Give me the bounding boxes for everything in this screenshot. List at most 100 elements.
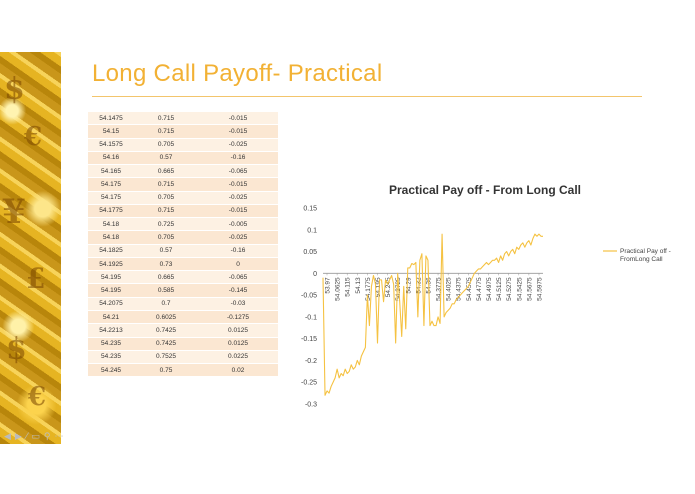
x-tick-label: 54.1775 (365, 277, 372, 301)
table-cell: 0.02 (198, 363, 278, 378)
table-cell: -0.16 (198, 151, 278, 166)
x-tick-label: 54.4025 (446, 277, 453, 301)
table-cell: 54.195 (88, 283, 134, 298)
table-cell: 0.7 (134, 297, 198, 311)
table-cell: 54.175 (88, 191, 134, 205)
table-cell: 0.705 (134, 230, 198, 245)
x-tick-label: 54.4775 (476, 277, 483, 301)
slideshow-control-icon[interactable]: ◀ (4, 432, 11, 442)
table-row: 54.195 0.665 -0.065 (88, 270, 278, 285)
table-cell: -0.03 (198, 297, 278, 311)
table-cell: 54.2075 (88, 297, 134, 311)
table-row: 54.175 0.715 -0.015 (88, 177, 278, 192)
y-tick-label: -0.3 (305, 402, 317, 409)
x-tick-label: 54.4375 (456, 277, 463, 301)
x-tick-label: 54.195 (375, 277, 382, 297)
x-tick-label: 54.5675 (526, 277, 533, 301)
dollar-symbol-decoration: $ (4, 72, 25, 107)
table-cell: 0.715 (134, 112, 198, 126)
x-tick-label: 54.5275 (506, 277, 513, 301)
table-cell: -0.015 (198, 177, 278, 192)
x-tick-label: 54.0625 (335, 277, 342, 301)
y-tick-label: 0.05 (303, 249, 317, 256)
y-tick-label: 0.1 (307, 227, 317, 234)
x-tick-label: 54.13 (355, 277, 362, 294)
table-cell: 54.2213 (88, 323, 134, 338)
x-tick-label: 54.3775 (436, 277, 443, 301)
table-cell: 54.18 (88, 230, 134, 245)
table-cell: 54.1475 (88, 112, 134, 126)
table-cell: 54.1925 (88, 257, 134, 272)
table-cell: 54.21 (88, 310, 134, 325)
table-cell: 0.725 (134, 217, 198, 232)
table-row: 54.1925 0.73 0 (88, 257, 278, 272)
table-cell: -0.025 (198, 191, 278, 205)
table-cell: -0.015 (198, 124, 278, 139)
euro-symbol-decoration: € (28, 382, 47, 412)
table-row: 54.235 0.7425 0.0125 (88, 337, 278, 351)
table-cell: 0.715 (134, 124, 198, 139)
table-row: 54.21 0.6025 -0.1275 (88, 310, 278, 325)
table-row: 54.1475 0.715 -0.015 (88, 112, 278, 126)
table-cell: 0.705 (134, 138, 198, 152)
table-row: 54.1575 0.705 -0.025 (88, 138, 278, 152)
table-cell: -0.065 (198, 164, 278, 179)
y-tick-label: 0.15 (303, 206, 317, 213)
table-cell: -0.015 (198, 112, 278, 126)
x-tick-label: 54.5125 (496, 277, 503, 301)
y-tick-label: -0.2 (305, 358, 317, 365)
table-cell: 0.57 (134, 244, 198, 258)
table-cell: 0.705 (134, 191, 198, 205)
table-cell: 0.665 (134, 164, 198, 179)
chart-title: Practical Pay off - From Long Call (389, 183, 581, 197)
euro-symbol-decoration: € (24, 122, 43, 152)
table-cell: 0.0225 (198, 350, 278, 365)
table-cell: 54.15 (88, 124, 134, 139)
table-cell: 0.0125 (198, 337, 278, 351)
table-cell: 0.75 (134, 363, 198, 378)
title-underline (92, 96, 642, 97)
table-cell: 0.715 (134, 204, 198, 219)
y-tick-label: -0.25 (301, 380, 317, 387)
table-cell: 0.665 (134, 270, 198, 285)
payoff-line-chart: Practical Pay off - From Long Call 0.15 0.… (301, 183, 671, 409)
table-row: 54.175 0.705 -0.025 (88, 191, 278, 205)
table-cell: 54.1775 (88, 204, 134, 219)
table-cell: 54.175 (88, 177, 134, 192)
table-cell: 0.6025 (134, 310, 198, 325)
table-row: 54.245 0.75 0.02 (88, 363, 278, 378)
series-line (322, 233, 543, 396)
x-tick-label: 54.5975 (537, 277, 544, 301)
x-tick-label: 54.29 (405, 277, 412, 294)
table-cell: 54.165 (88, 164, 134, 179)
table-cell: 0.7425 (134, 323, 198, 338)
table-row: 54.16 0.57 -0.16 (88, 151, 278, 166)
table-cell: -0.145 (198, 283, 278, 298)
slideshow-control-icon[interactable]: ⚲ (43, 432, 51, 442)
table-cell: 54.1575 (88, 138, 134, 152)
x-tick-label: 53.97 (325, 277, 332, 294)
slideshow-control-icon[interactable]: ▭ (31, 432, 40, 442)
table-cell: 0.585 (134, 283, 198, 298)
y-tick-label: -0.05 (301, 293, 317, 300)
legend-label: Practical Pay off -FromLong Call (620, 248, 671, 263)
slideshow-control-icon[interactable]: ▶ (14, 432, 22, 442)
slideshow-control-icon[interactable]: ⋯ (54, 432, 64, 442)
table-cell: 54.16 (88, 151, 134, 166)
slideshow-control-icon[interactable]: ⁄ (25, 432, 28, 442)
x-tick-label: 54.4575 (466, 277, 473, 301)
table-row: 54.195 0.585 -0.145 (88, 283, 278, 298)
table-cell: 0.57 (134, 151, 198, 166)
table-cell: -0.065 (198, 270, 278, 285)
y-tick-label: 0 (313, 271, 317, 278)
table-cell: 54.235 (88, 350, 134, 365)
table-row: 54.18 0.725 -0.005 (88, 217, 278, 232)
table-row: 54.15 0.715 -0.015 (88, 124, 278, 139)
table-cell: -0.025 (198, 138, 278, 152)
table-cell: 0.7425 (134, 337, 198, 351)
table-row: 54.2213 0.7425 0.0125 (88, 323, 278, 338)
table-cell: -0.16 (198, 244, 278, 258)
table-cell: 54.1825 (88, 244, 134, 258)
pound-symbol-decoration: £ (26, 262, 46, 295)
table-cell: 0.715 (134, 177, 198, 192)
